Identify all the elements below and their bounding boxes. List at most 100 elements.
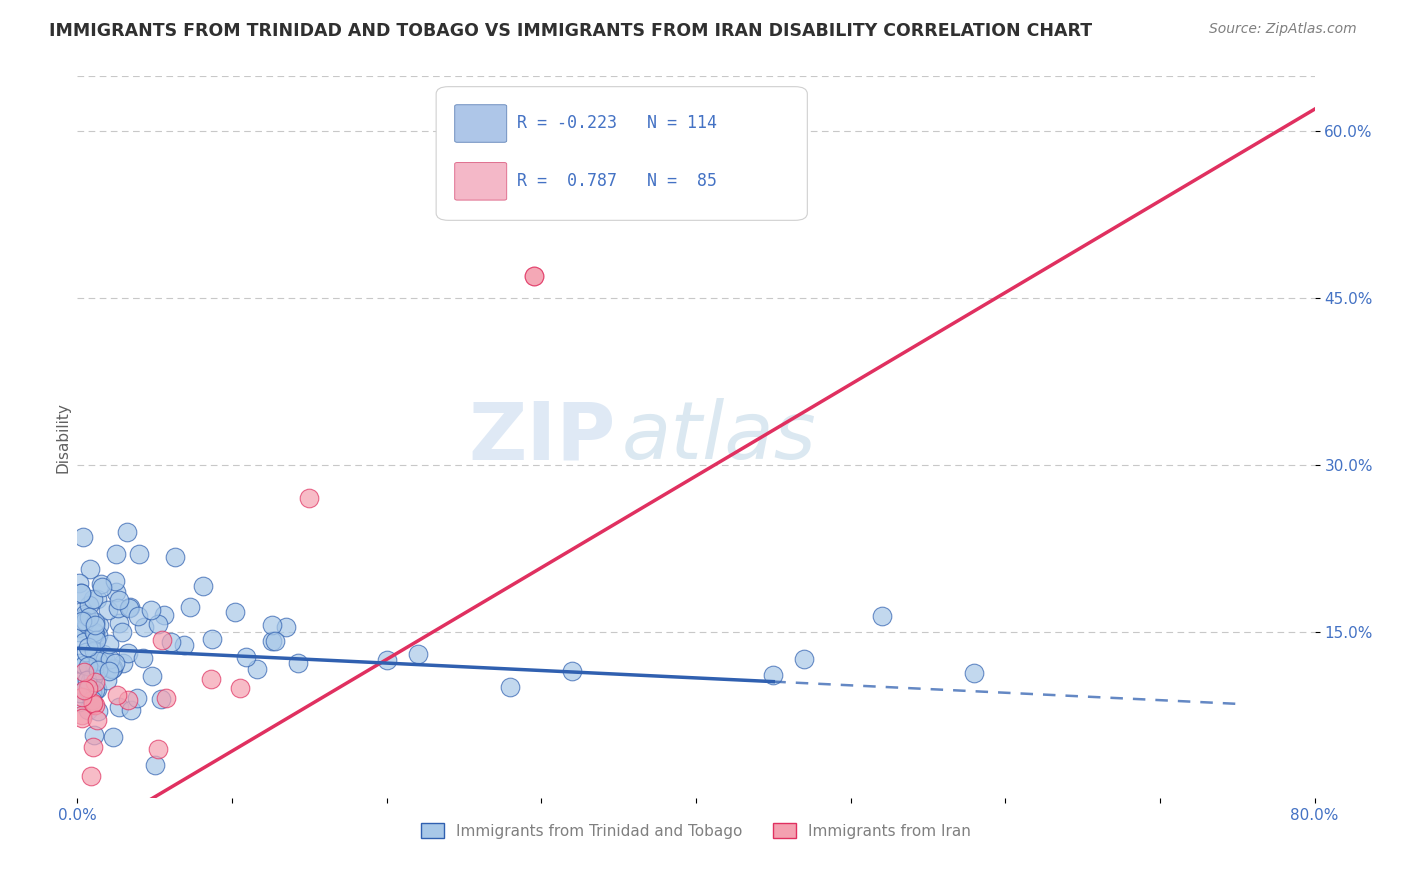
Point — [107, 601, 129, 615]
Point — [82, 680, 104, 694]
Point — [82, 685, 104, 699]
Point — [105, 689, 128, 703]
Point — [246, 662, 269, 676]
FancyBboxPatch shape — [454, 104, 506, 143]
Point — [82, 670, 104, 684]
Point — [104, 574, 127, 588]
Text: R =  0.787   N =  85: R = 0.787 N = 85 — [516, 171, 717, 190]
Point — [73, 607, 96, 621]
Point — [561, 664, 583, 678]
Point — [87, 704, 110, 718]
Point — [89, 618, 111, 632]
Point — [104, 584, 127, 599]
Point — [101, 661, 124, 675]
Point — [75, 645, 97, 659]
Point — [77, 610, 100, 624]
Point — [86, 591, 108, 606]
Point — [83, 727, 105, 741]
Point — [523, 268, 546, 283]
Point — [148, 742, 170, 756]
Point — [73, 634, 96, 648]
Point — [117, 601, 139, 615]
Point — [406, 647, 429, 661]
Point — [97, 603, 120, 617]
Point — [132, 619, 155, 633]
Point — [229, 681, 252, 695]
Point — [793, 652, 815, 666]
Point — [179, 599, 201, 614]
Point — [260, 618, 283, 632]
Point — [263, 633, 285, 648]
Point — [375, 653, 398, 667]
Point — [132, 651, 155, 665]
Point — [83, 618, 105, 632]
Point — [111, 625, 134, 640]
Point — [82, 696, 104, 710]
Point — [97, 664, 120, 678]
Point — [173, 638, 195, 652]
Point — [870, 609, 893, 624]
Point — [146, 616, 169, 631]
Point — [73, 682, 96, 697]
Point — [91, 580, 114, 594]
Point — [84, 683, 107, 698]
Point — [200, 672, 222, 686]
Point — [82, 592, 104, 607]
Point — [75, 609, 97, 624]
Point — [165, 549, 187, 564]
Point — [84, 627, 107, 641]
Point — [67, 695, 90, 709]
Point — [298, 491, 321, 506]
Point — [87, 654, 110, 668]
Point — [84, 643, 107, 657]
Point — [83, 615, 105, 629]
Point — [72, 530, 94, 544]
Point — [82, 739, 104, 754]
Point — [67, 657, 90, 671]
Point — [105, 547, 127, 561]
Point — [87, 663, 110, 677]
Point — [70, 708, 93, 723]
Point — [90, 577, 112, 591]
Point — [100, 652, 122, 666]
Point — [70, 673, 93, 688]
Point — [83, 675, 105, 690]
Point — [128, 547, 150, 561]
Point — [83, 644, 105, 658]
Point — [79, 673, 101, 688]
Point — [82, 698, 104, 712]
Point — [104, 657, 127, 671]
Legend: Immigrants from Trinidad and Tobago, Immigrants from Iran: Immigrants from Trinidad and Tobago, Imm… — [415, 817, 977, 845]
Point — [79, 678, 101, 692]
Point — [82, 693, 104, 707]
Point — [523, 268, 546, 283]
Point — [117, 646, 139, 660]
Point — [73, 658, 96, 673]
Point — [83, 657, 105, 671]
Point — [108, 593, 131, 607]
FancyBboxPatch shape — [436, 87, 807, 220]
Point — [143, 758, 166, 772]
Point — [108, 699, 131, 714]
Point — [79, 562, 101, 576]
Point — [125, 691, 148, 706]
Point — [149, 692, 172, 706]
Point — [118, 599, 141, 614]
Point — [153, 607, 176, 622]
Point — [84, 632, 107, 647]
Point — [117, 693, 139, 707]
Point — [67, 575, 90, 590]
Point — [86, 682, 108, 697]
Point — [120, 703, 142, 717]
Point — [963, 665, 986, 680]
Point — [79, 598, 101, 612]
Point — [82, 685, 104, 699]
Point — [70, 711, 93, 725]
Point — [762, 668, 785, 682]
Point — [87, 628, 110, 642]
Point — [83, 624, 105, 639]
Point — [76, 703, 98, 717]
Point — [235, 650, 257, 665]
Point — [76, 683, 98, 698]
Point — [96, 673, 118, 688]
